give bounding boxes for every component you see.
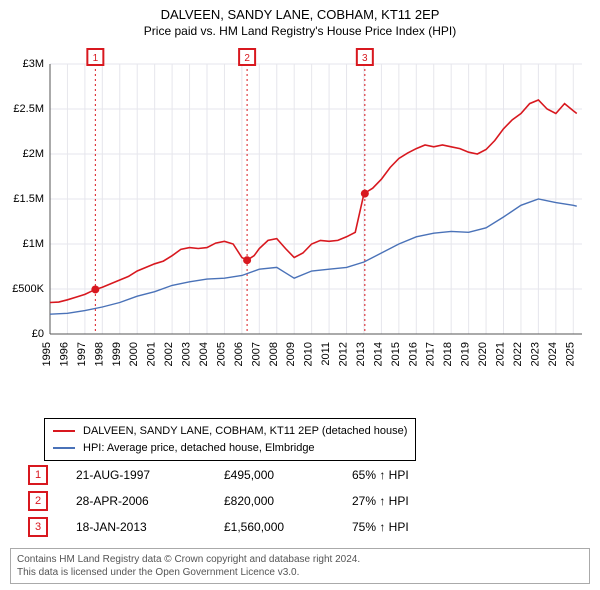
footer-line: This data is licensed under the Open Gov… (17, 566, 583, 579)
legend-label: DALVEEN, SANDY LANE, COBHAM, KT11 2EP (d… (83, 423, 407, 440)
x-axis-label: 2003 (181, 342, 193, 366)
sale-price: £820,000 (224, 494, 324, 508)
x-axis-label: 1995 (41, 342, 53, 366)
legend-row: HPI: Average price, detached house, Elmb… (53, 440, 407, 457)
x-axis-label: 1996 (58, 342, 70, 366)
x-axis-label: 2005 (215, 342, 227, 366)
x-axis-label: 2013 (355, 342, 367, 366)
sale-row: 2 28-APR-2006 £820,000 27% ↑ HPI (28, 488, 452, 514)
attribution-footer: Contains HM Land Registry data © Crown c… (10, 548, 590, 584)
y-axis-label: £500K (12, 283, 44, 295)
x-axis-label: 2021 (495, 342, 507, 366)
x-axis-label: 2016 (407, 342, 419, 366)
chart-container: { "title": "DALVEEN, SANDY LANE, COBHAM,… (0, 0, 600, 590)
y-axis-label: £0 (32, 328, 44, 340)
x-axis-label: 2015 (390, 342, 402, 366)
legend-swatch (53, 430, 75, 432)
x-axis-label: 2025 (564, 342, 576, 366)
sale-price: £1,560,000 (224, 520, 324, 534)
x-axis-label: 2008 (268, 342, 280, 366)
x-axis-label: 1999 (111, 342, 123, 366)
y-axis-label: £3M (23, 58, 44, 70)
sale-marker-dot (91, 285, 99, 293)
x-axis-label: 2018 (442, 342, 454, 366)
chart-plot-area: £0 £500K £1M £1.5M £2M £2.5M £3M 1995 1996 1997 19… (8, 44, 592, 414)
sale-hpi-delta: 75% ↑ HPI (352, 520, 452, 534)
x-axis-label: 2002 (163, 342, 175, 366)
x-axis-label: 2020 (477, 342, 489, 366)
series-property (50, 100, 577, 303)
x-axis-label: 2023 (529, 342, 541, 366)
sale-number-badge: 1 (28, 465, 48, 485)
chart-subtitle: Price paid vs. HM Land Registry's House … (0, 24, 600, 38)
sale-marker-label: 2 (244, 53, 250, 64)
sale-marker-label: 1 (93, 53, 99, 64)
y-axis-label: £2.5M (13, 103, 44, 115)
x-axis-label: 2009 (285, 342, 297, 366)
x-axis-label: 2017 (425, 342, 437, 366)
series-hpi (50, 199, 577, 314)
chart-title: DALVEEN, SANDY LANE, COBHAM, KT11 2EP (0, 0, 600, 24)
x-axis-label: 2010 (303, 342, 315, 366)
y-axis-label: £1M (23, 238, 44, 250)
legend-label: HPI: Average price, detached house, Elmb… (83, 440, 315, 457)
y-axis-label: £1.5M (13, 193, 44, 205)
x-axis-label: 2019 (460, 342, 472, 366)
sales-table: 1 21-AUG-1997 £495,000 65% ↑ HPI 2 28-APR-200… (28, 462, 452, 540)
sale-marker-label: 3 (362, 53, 368, 64)
x-axis-label: 1998 (93, 342, 105, 366)
footer-line: Contains HM Land Registry data © Crown c… (17, 553, 583, 566)
x-axis-label: 1997 (76, 342, 88, 366)
x-axis-label: 2001 (146, 342, 158, 366)
sale-date: 18-JAN-2013 (76, 520, 196, 534)
sale-hpi-delta: 65% ↑ HPI (352, 468, 452, 482)
sale-marker-dot (243, 256, 251, 264)
sale-hpi-delta: 27% ↑ HPI (352, 494, 452, 508)
sale-number-badge: 2 (28, 491, 48, 511)
sale-marker-dot (361, 190, 369, 198)
sale-date: 28-APR-2006 (76, 494, 196, 508)
x-axis-label: 2007 (250, 342, 262, 366)
sale-row: 1 21-AUG-1997 £495,000 65% ↑ HPI (28, 462, 452, 488)
sale-number-badge: 3 (28, 517, 48, 537)
x-axis-label: 2024 (547, 342, 559, 366)
x-axis-label: 2000 (128, 342, 140, 366)
sale-date: 21-AUG-1997 (76, 468, 196, 482)
x-axis-label: 2014 (372, 342, 384, 366)
x-axis-label: 2011 (320, 342, 332, 366)
legend-swatch (53, 447, 75, 449)
sale-price: £495,000 (224, 468, 324, 482)
legend-row: DALVEEN, SANDY LANE, COBHAM, KT11 2EP (d… (53, 423, 407, 440)
x-axis-label: 2022 (512, 342, 524, 366)
x-axis-label: 2012 (338, 342, 350, 366)
x-axis-label: 2006 (233, 342, 245, 366)
chart-legend: DALVEEN, SANDY LANE, COBHAM, KT11 2EP (d… (44, 418, 416, 461)
chart-svg: £0 £500K £1M £1.5M £2M £2.5M £3M 1995 1996 1997 19… (8, 44, 592, 414)
x-axis-label: 2004 (198, 342, 210, 366)
y-axis-label: £2M (23, 148, 44, 160)
sale-row: 3 18-JAN-2013 £1,560,000 75% ↑ HPI (28, 514, 452, 540)
